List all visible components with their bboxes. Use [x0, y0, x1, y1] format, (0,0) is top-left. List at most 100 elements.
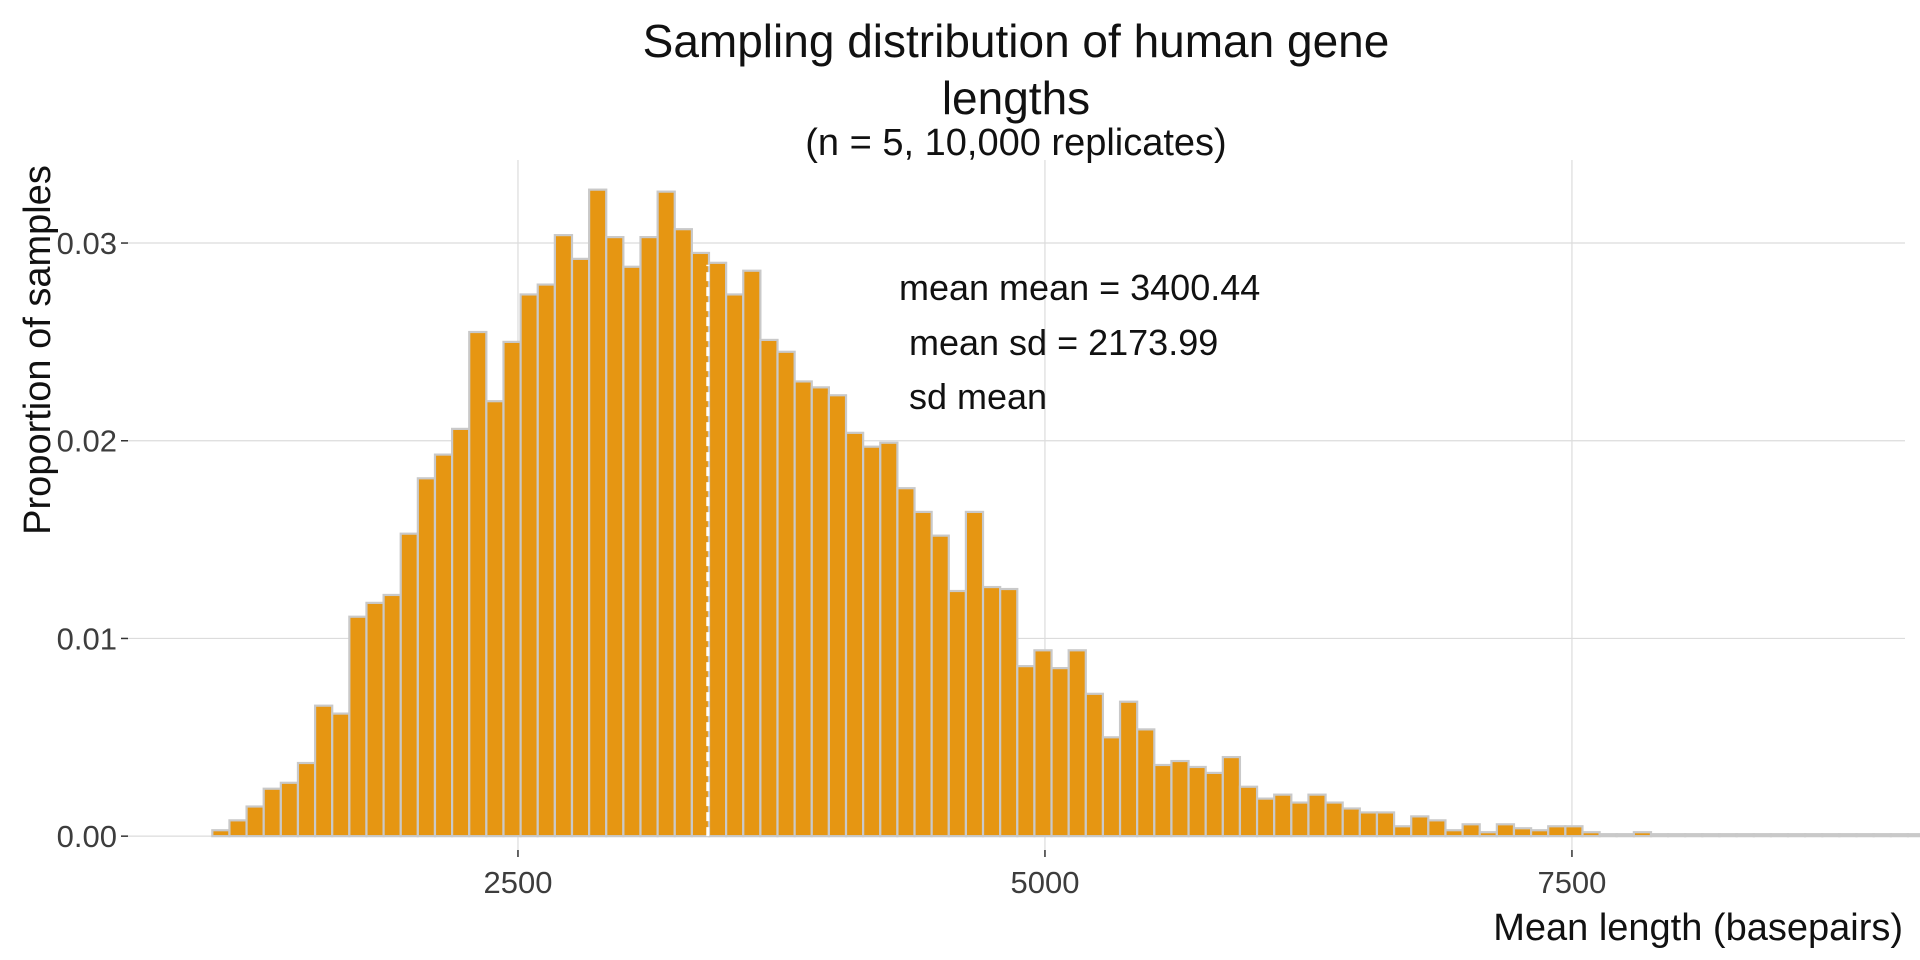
- histogram-bar: [1358, 811, 1379, 838]
- histogram-bar: [1786, 833, 1807, 838]
- x-axis-title: Mean length (basepairs): [1493, 907, 1903, 949]
- histogram-bar: [1375, 811, 1396, 838]
- histogram-bar: [1598, 833, 1618, 838]
- histogram-bar: [673, 228, 693, 838]
- y-axis-title: Proportion of samples: [17, 165, 59, 535]
- histogram-bar: [1170, 759, 1190, 838]
- histogram-bar: [570, 257, 591, 838]
- histogram-bar: [519, 293, 539, 838]
- histogram-bar: [1667, 833, 1687, 838]
- histogram-bar: [1581, 831, 1601, 838]
- histogram-bar: [1547, 825, 1567, 838]
- histogram-bar: [1033, 649, 1053, 838]
- histogram-bar: [588, 188, 608, 838]
- histogram-bar: [759, 338, 779, 838]
- histogram-bar: [1769, 833, 1790, 838]
- y-axis: 0.00 0.01 0.02 0.03: [57, 226, 128, 854]
- histogram-bar: [1804, 833, 1824, 838]
- x-axis: 2500 5000 7500: [483, 850, 1606, 900]
- histogram-bar: [1701, 833, 1721, 838]
- histogram-bar: [485, 400, 505, 838]
- histogram-bar: [622, 265, 642, 838]
- histogram-bar: [1324, 801, 1344, 838]
- histogram-bar: [1752, 833, 1772, 838]
- histogram-bars: [211, 188, 1920, 838]
- histogram-bar: [1461, 823, 1481, 838]
- histogram-bar: [1735, 833, 1755, 838]
- histogram-bar: [399, 532, 419, 838]
- x-tick-label: 7500: [1537, 865, 1606, 900]
- histogram-bar: [913, 510, 933, 838]
- histogram-bar: [1838, 833, 1858, 838]
- histogram-bar: [742, 269, 762, 838]
- histogram-bar: [468, 330, 488, 838]
- histogram-bar: [1187, 765, 1207, 838]
- histogram-bar: [1341, 807, 1361, 838]
- annotation-mean-sd: mean sd = 2173.99: [899, 322, 1218, 363]
- histogram-bar: [365, 601, 385, 838]
- histogram-bar: [1307, 793, 1327, 838]
- histogram-bar: [279, 781, 300, 838]
- histogram-bar: [1136, 728, 1156, 838]
- histogram-bar: [1050, 667, 1070, 838]
- histogram-bar: [776, 350, 796, 838]
- histogram-bar: [228, 819, 248, 838]
- histogram-bar: [536, 283, 556, 838]
- histogram-bar: [707, 261, 728, 838]
- chart-subtitle: (n = 5, 10,000 replicates): [805, 122, 1226, 164]
- histogram-bar: [382, 593, 402, 838]
- annotation-sd-mean: sd mean: [899, 376, 1047, 417]
- histogram-bar: [1649, 833, 1670, 838]
- histogram-bar: [844, 431, 865, 838]
- histogram-bar: [1530, 829, 1550, 838]
- x-tick-label: 2500: [483, 865, 552, 900]
- histogram-bar: [416, 477, 437, 838]
- histogram-bar: [211, 829, 231, 838]
- histogram-bar: [1255, 797, 1276, 838]
- histogram-bar: [1889, 833, 1909, 838]
- y-tick-label: 0.02: [57, 424, 117, 459]
- histogram-bar: [1855, 833, 1875, 838]
- histogram-bar: [1615, 833, 1635, 838]
- histogram-bar: [964, 510, 985, 838]
- histogram-bar: [1512, 827, 1533, 838]
- chart-title-line-2: lengths: [942, 72, 1090, 124]
- histogram-bar: [1016, 665, 1036, 838]
- histogram-bar: [1153, 763, 1173, 838]
- histogram-bar: [605, 236, 625, 838]
- histogram-bar: [1392, 825, 1413, 838]
- histogram-bar: [1821, 833, 1841, 838]
- y-tick-label: 0.01: [57, 621, 117, 656]
- histogram-bar: [1632, 831, 1653, 838]
- histogram-bar: [1495, 823, 1516, 838]
- histogram-bar: [1273, 793, 1293, 838]
- histogram-bar: [827, 394, 848, 838]
- x-tick-label: 5000: [1010, 865, 1079, 900]
- histogram-bar: [1478, 831, 1498, 838]
- histogram-bar: [553, 234, 574, 838]
- histogram-bar: [1290, 801, 1310, 838]
- histogram-bar: [1221, 755, 1242, 838]
- histogram-bar: [999, 587, 1019, 838]
- histogram-bar: [862, 445, 882, 838]
- histogram-bar: [1101, 736, 1122, 838]
- y-tick-label: 0.00: [57, 819, 117, 854]
- histogram-bar: [1118, 700, 1139, 838]
- histogram-bar: [930, 534, 950, 838]
- histogram-bar: [879, 441, 899, 838]
- histogram-bar: [502, 340, 522, 838]
- histogram-bar: [656, 190, 676, 838]
- histogram-bar: [1427, 819, 1447, 838]
- chart-title-line-1: Sampling distribution of human gene: [643, 15, 1390, 67]
- histogram-bar: [1684, 833, 1704, 838]
- annotation-mean-mean: mean mean = 3400.44: [899, 267, 1260, 308]
- histogram-bar: [947, 589, 968, 838]
- histogram-bar: [1564, 825, 1584, 838]
- histogram-bar: [296, 761, 317, 838]
- histogram-bar: [639, 236, 659, 838]
- histogram-bar: [348, 615, 368, 838]
- histogram-bar: [1067, 649, 1087, 838]
- histogram-bar: [1444, 829, 1464, 838]
- histogram-bar: [1906, 833, 1920, 838]
